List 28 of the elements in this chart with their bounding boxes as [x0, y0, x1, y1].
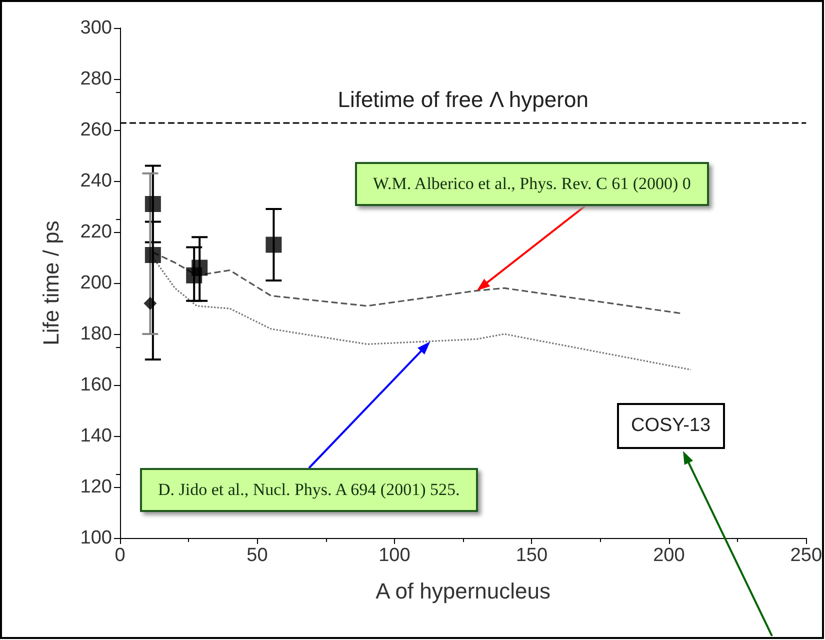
- point: [144, 296, 157, 310]
- point: [144, 196, 161, 212]
- ref-line-label: Lifetime of free Λ hyperon: [338, 86, 588, 112]
- note-box: W.M. Alberico et al., Phys. Rev. C 61 (2000) 0: [355, 162, 709, 206]
- point: [144, 246, 161, 263]
- x-axis-title: A of hypernucleus: [376, 578, 551, 604]
- y-tick-label: 120: [80, 476, 112, 498]
- y-tick-label: 240: [80, 170, 112, 192]
- x-tick-label: 150: [516, 545, 548, 566]
- y-tick-label: 140: [80, 426, 112, 446]
- x-tick-label: 0: [114, 545, 126, 566]
- y-axis-title: Life time / ps: [38, 220, 64, 346]
- y-tick-label: 280: [80, 68, 112, 90]
- point: [192, 260, 208, 276]
- y-tick-label: 300: [80, 18, 112, 38]
- x-tick-label: 50: [246, 545, 268, 566]
- y-tick-label: 260: [80, 120, 112, 140]
- label-box: COSY-13: [617, 403, 725, 449]
- x-tick-label: 100: [378, 545, 410, 566]
- y-tick-label: 100: [80, 528, 112, 548]
- point: [266, 236, 282, 253]
- note-box: D. Jido et al., Nucl. Phys. A 694 (2001) 525.: [140, 468, 478, 512]
- y-tick-label: 160: [80, 374, 112, 396]
- y-tick-label: 180: [80, 324, 112, 344]
- y-tick-label: 200: [80, 272, 112, 294]
- y-tick-label: 220: [80, 222, 112, 242]
- x-tick-label: 250: [790, 545, 822, 566]
- x-tick-label: 200: [653, 545, 685, 566]
